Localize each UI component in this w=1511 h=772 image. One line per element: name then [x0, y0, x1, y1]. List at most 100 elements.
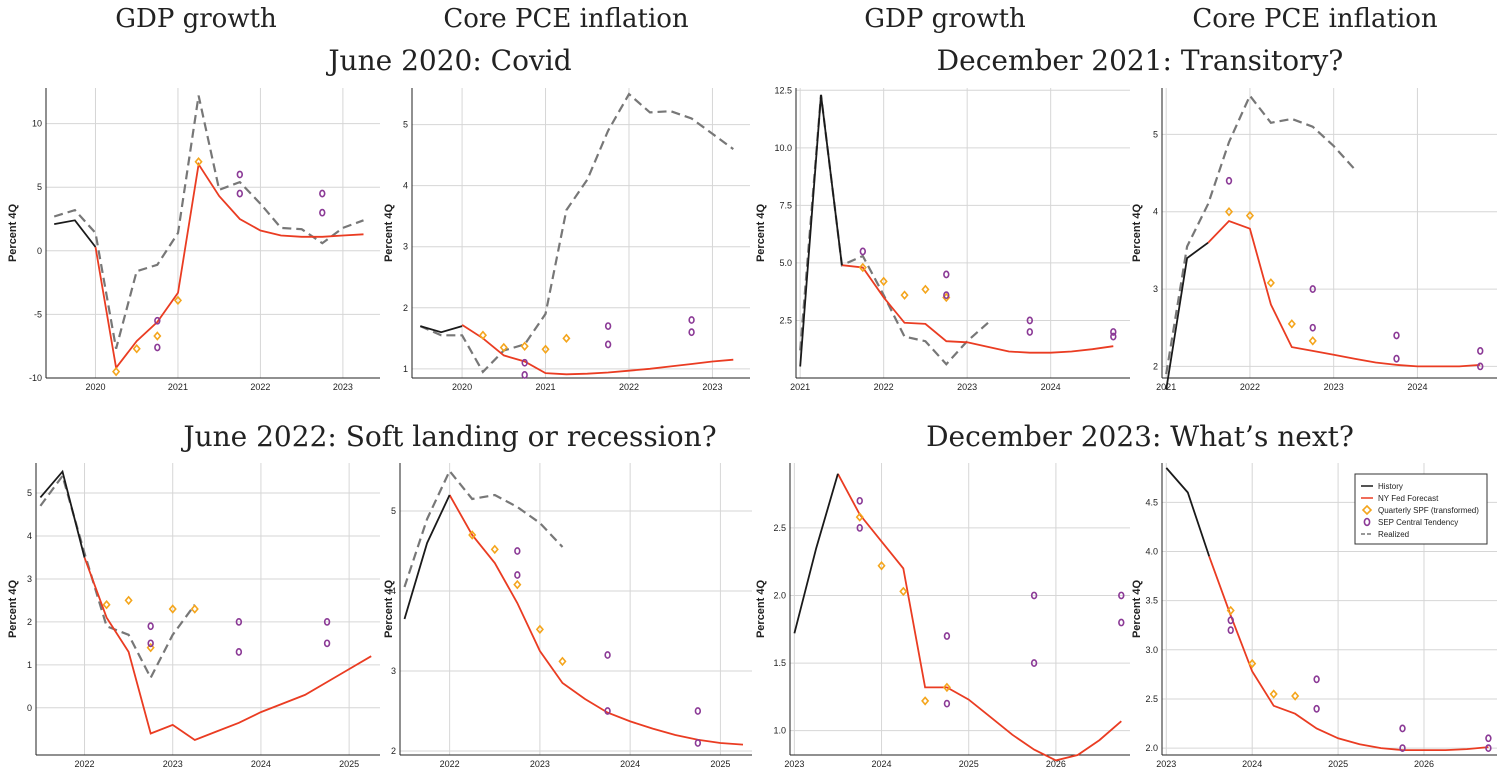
- y-axis-label: Percent 4Q: [383, 580, 395, 639]
- y-tick-label: 3: [1153, 284, 1158, 294]
- sep-point: [1313, 704, 1320, 713]
- spf-point: [190, 604, 199, 614]
- y-tick-label: 2: [1153, 361, 1158, 371]
- y-tick-label: 2: [391, 746, 396, 756]
- spf-point: [1248, 658, 1257, 669]
- series-line-nyfed-forecast: [837, 473, 1122, 762]
- y-tick-label: 3: [391, 666, 396, 676]
- sep-point: [1399, 744, 1406, 753]
- series-line-realized: [1165, 93, 1356, 375]
- sep-point: [235, 648, 243, 656]
- y-tick-label: 4: [27, 531, 32, 541]
- series-line-history: [420, 325, 463, 334]
- spf-point: [1226, 605, 1235, 616]
- series-line-nyfed-forecast: [1207, 219, 1481, 368]
- y-tick-label: 5: [37, 182, 42, 192]
- y-tick-label: -5: [34, 309, 42, 319]
- x-tick-label: 2022: [250, 382, 270, 392]
- sep-point: [1227, 626, 1234, 635]
- y-tick-label: 2.0: [773, 590, 786, 600]
- x-tick-label: 2024: [251, 759, 271, 769]
- x-tick-label: 2022: [619, 382, 639, 392]
- spf-point: [541, 344, 550, 355]
- series-line-realized: [403, 468, 564, 588]
- spf-point: [1287, 319, 1296, 329]
- column-title-gdp: GDP growth: [115, 4, 277, 34]
- y-tick-label: 2.5: [773, 523, 786, 533]
- x-tick-label: 2023: [784, 759, 804, 769]
- sep-point: [235, 617, 243, 626]
- y-tick-label: 2.0: [1145, 743, 1158, 753]
- x-tick-label: 2021: [790, 382, 810, 392]
- y-tick-label: 7.5: [779, 200, 792, 210]
- x-tick-label: 2023: [530, 759, 550, 769]
- y-axis-label: Percent 4Q: [7, 204, 19, 263]
- sep-point: [154, 316, 161, 325]
- spf-point: [1245, 210, 1254, 221]
- spf-point: [1291, 691, 1300, 701]
- sep-point: [236, 189, 244, 198]
- spf-point: [490, 544, 499, 555]
- x-tick-label: 2025: [339, 759, 359, 769]
- spf-point: [899, 586, 908, 597]
- spf-point: [520, 341, 529, 351]
- x-tick-label: 2025: [1328, 759, 1348, 769]
- spf-point: [194, 157, 203, 167]
- spf-point: [112, 366, 121, 377]
- sep-point: [1026, 328, 1034, 336]
- sep-point: [694, 707, 702, 715]
- y-tick-label: 5: [391, 506, 396, 516]
- y-tick-label: 3: [27, 574, 32, 584]
- x-tick-label: 2024: [1407, 382, 1427, 392]
- sep-point: [236, 170, 244, 179]
- y-tick-label: 3: [403, 242, 408, 252]
- y-tick-label: 5: [1153, 129, 1158, 139]
- sep-point: [1118, 618, 1125, 627]
- legend-label-sep: SEP Central Tendency: [1378, 518, 1458, 527]
- series-line-history: [799, 94, 843, 367]
- sep-point: [1309, 285, 1316, 293]
- sep-point: [688, 316, 695, 324]
- sep-point: [1110, 332, 1117, 341]
- spf-point: [102, 599, 111, 610]
- spf-point: [562, 333, 571, 344]
- y-tick-label: 4.0: [1145, 546, 1158, 556]
- sep-point: [514, 571, 521, 579]
- legend-label-nyfed: NY Fed Forecast: [1378, 494, 1439, 503]
- series-line-realized: [419, 92, 734, 374]
- sep-point: [1110, 328, 1117, 336]
- sep-point: [154, 343, 161, 352]
- y-tick-label: -10: [29, 373, 42, 383]
- sep-point: [1485, 734, 1492, 743]
- x-tick-label: 2025: [710, 759, 730, 769]
- spf-point: [921, 696, 930, 706]
- sep-point: [856, 523, 863, 532]
- y-axis-label: Percent 4Q: [755, 580, 767, 639]
- x-tick-label: 2022: [440, 759, 460, 769]
- sep-point: [1477, 347, 1484, 355]
- spf-point: [1224, 207, 1234, 217]
- series-line-nyfed-forecast: [448, 494, 744, 746]
- y-tick-label: 2: [27, 617, 32, 627]
- y-tick-label: 5: [27, 488, 32, 498]
- y-axis-label: Percent 4Q: [1131, 580, 1143, 639]
- x-tick-label: 2026: [1414, 759, 1434, 769]
- chart-panel: 2020 2021 2022 2023 1 2 3 4 5 Percent 4Q: [383, 88, 750, 392]
- x-tick-label: 2025: [959, 759, 979, 769]
- legend-box: [1354, 473, 1488, 545]
- y-tick-label: 4: [403, 181, 408, 191]
- series-line-nyfed-forecast: [94, 161, 364, 370]
- spf-point: [478, 330, 487, 340]
- scenario-title: December 2023: What’s next?: [926, 420, 1354, 453]
- x-tick-label: 2023: [1324, 382, 1344, 392]
- y-axis-label: Percent 4Q: [383, 204, 395, 263]
- sep-point: [688, 328, 695, 337]
- y-tick-label: 1.0: [773, 726, 786, 736]
- x-tick-label: 2023: [163, 759, 183, 769]
- y-tick-label: 1.5: [773, 658, 786, 668]
- sep-point: [147, 639, 154, 648]
- y-tick-label: 4: [391, 586, 396, 596]
- sep-point: [1399, 724, 1406, 733]
